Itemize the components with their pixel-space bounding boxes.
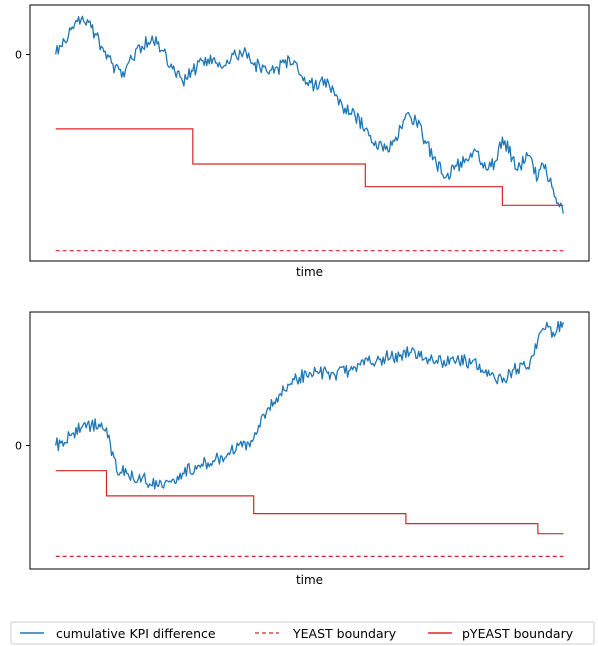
legend-label-kpi: cumulative KPI difference xyxy=(56,626,216,641)
plot-area xyxy=(30,5,589,261)
legend-label-pyeast: pYEAST boundary xyxy=(462,626,574,641)
x-axis-label: time xyxy=(296,573,323,587)
legend: cumulative KPI difference YEAST boundary… xyxy=(11,622,594,644)
legend-label-yeast: YEAST boundary xyxy=(292,626,397,641)
y-tick-label: 0 xyxy=(15,49,22,62)
x-axis-label: time xyxy=(296,265,323,279)
plot-area xyxy=(30,312,589,569)
chart-panel-1: 0 time xyxy=(15,5,589,279)
chart-panel-2: 0 time xyxy=(15,312,589,587)
y-tick-label: 0 xyxy=(15,440,22,453)
